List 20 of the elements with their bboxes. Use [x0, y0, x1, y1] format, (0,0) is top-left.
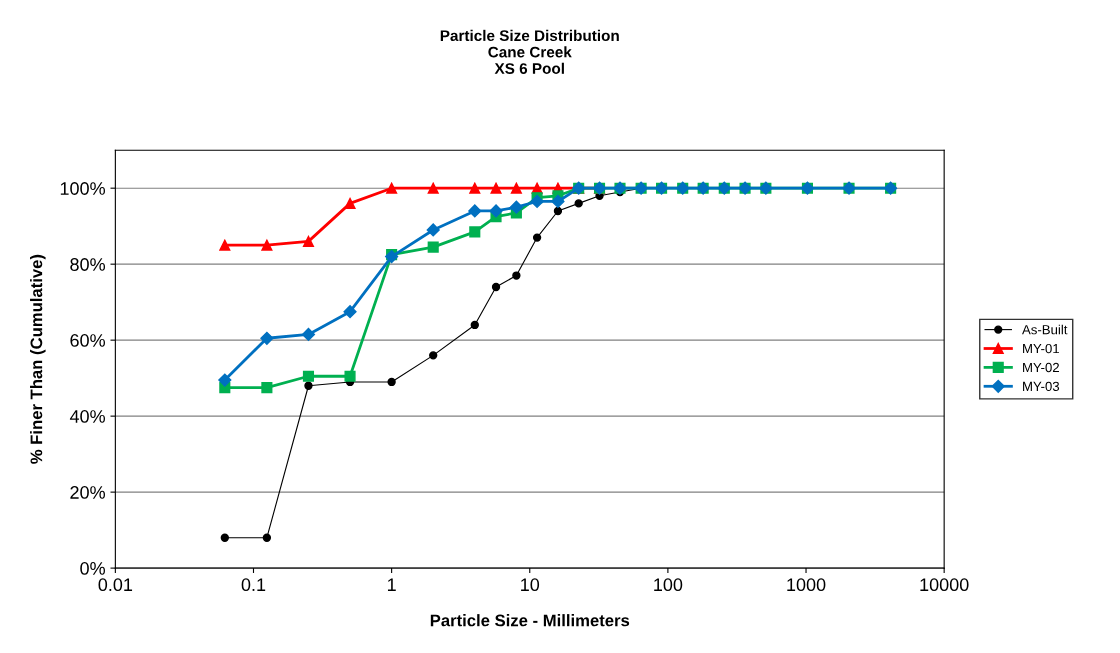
x-tick-label: 10000: [920, 578, 969, 592]
legend-label: MY-02: [1023, 362, 1059, 373]
x-tick-label: 0.1: [241, 578, 266, 592]
x-tick-label: 10: [521, 578, 540, 592]
y-tick-label: 80%: [70, 258, 105, 271]
y-tick-label: 60%: [70, 334, 105, 347]
y-tick-label: 20%: [70, 486, 105, 499]
y-tick-label: 100%: [60, 182, 105, 195]
y-tick-label: 0%: [80, 562, 105, 575]
x-tick-label: 100: [654, 578, 683, 592]
x-tick-label: 0.01: [98, 578, 133, 592]
legend-label: MY-03: [1023, 381, 1060, 392]
chart-title: Particle Size Distribution Cane Creek XS 6 Pool: [440, 29, 619, 74]
x-tick-label: 1: [387, 578, 396, 591]
x-axis-title: Particle Size - Millimeters: [430, 614, 630, 627]
legend-label: As-Built: [1022, 324, 1068, 335]
y-axis-title: % Finer Than (Cumulative): [30, 254, 46, 464]
y-tick-label: 40%: [69, 410, 105, 423]
x-tick-label: 1000: [787, 578, 826, 592]
legend-label: MY-01: [1023, 343, 1059, 354]
